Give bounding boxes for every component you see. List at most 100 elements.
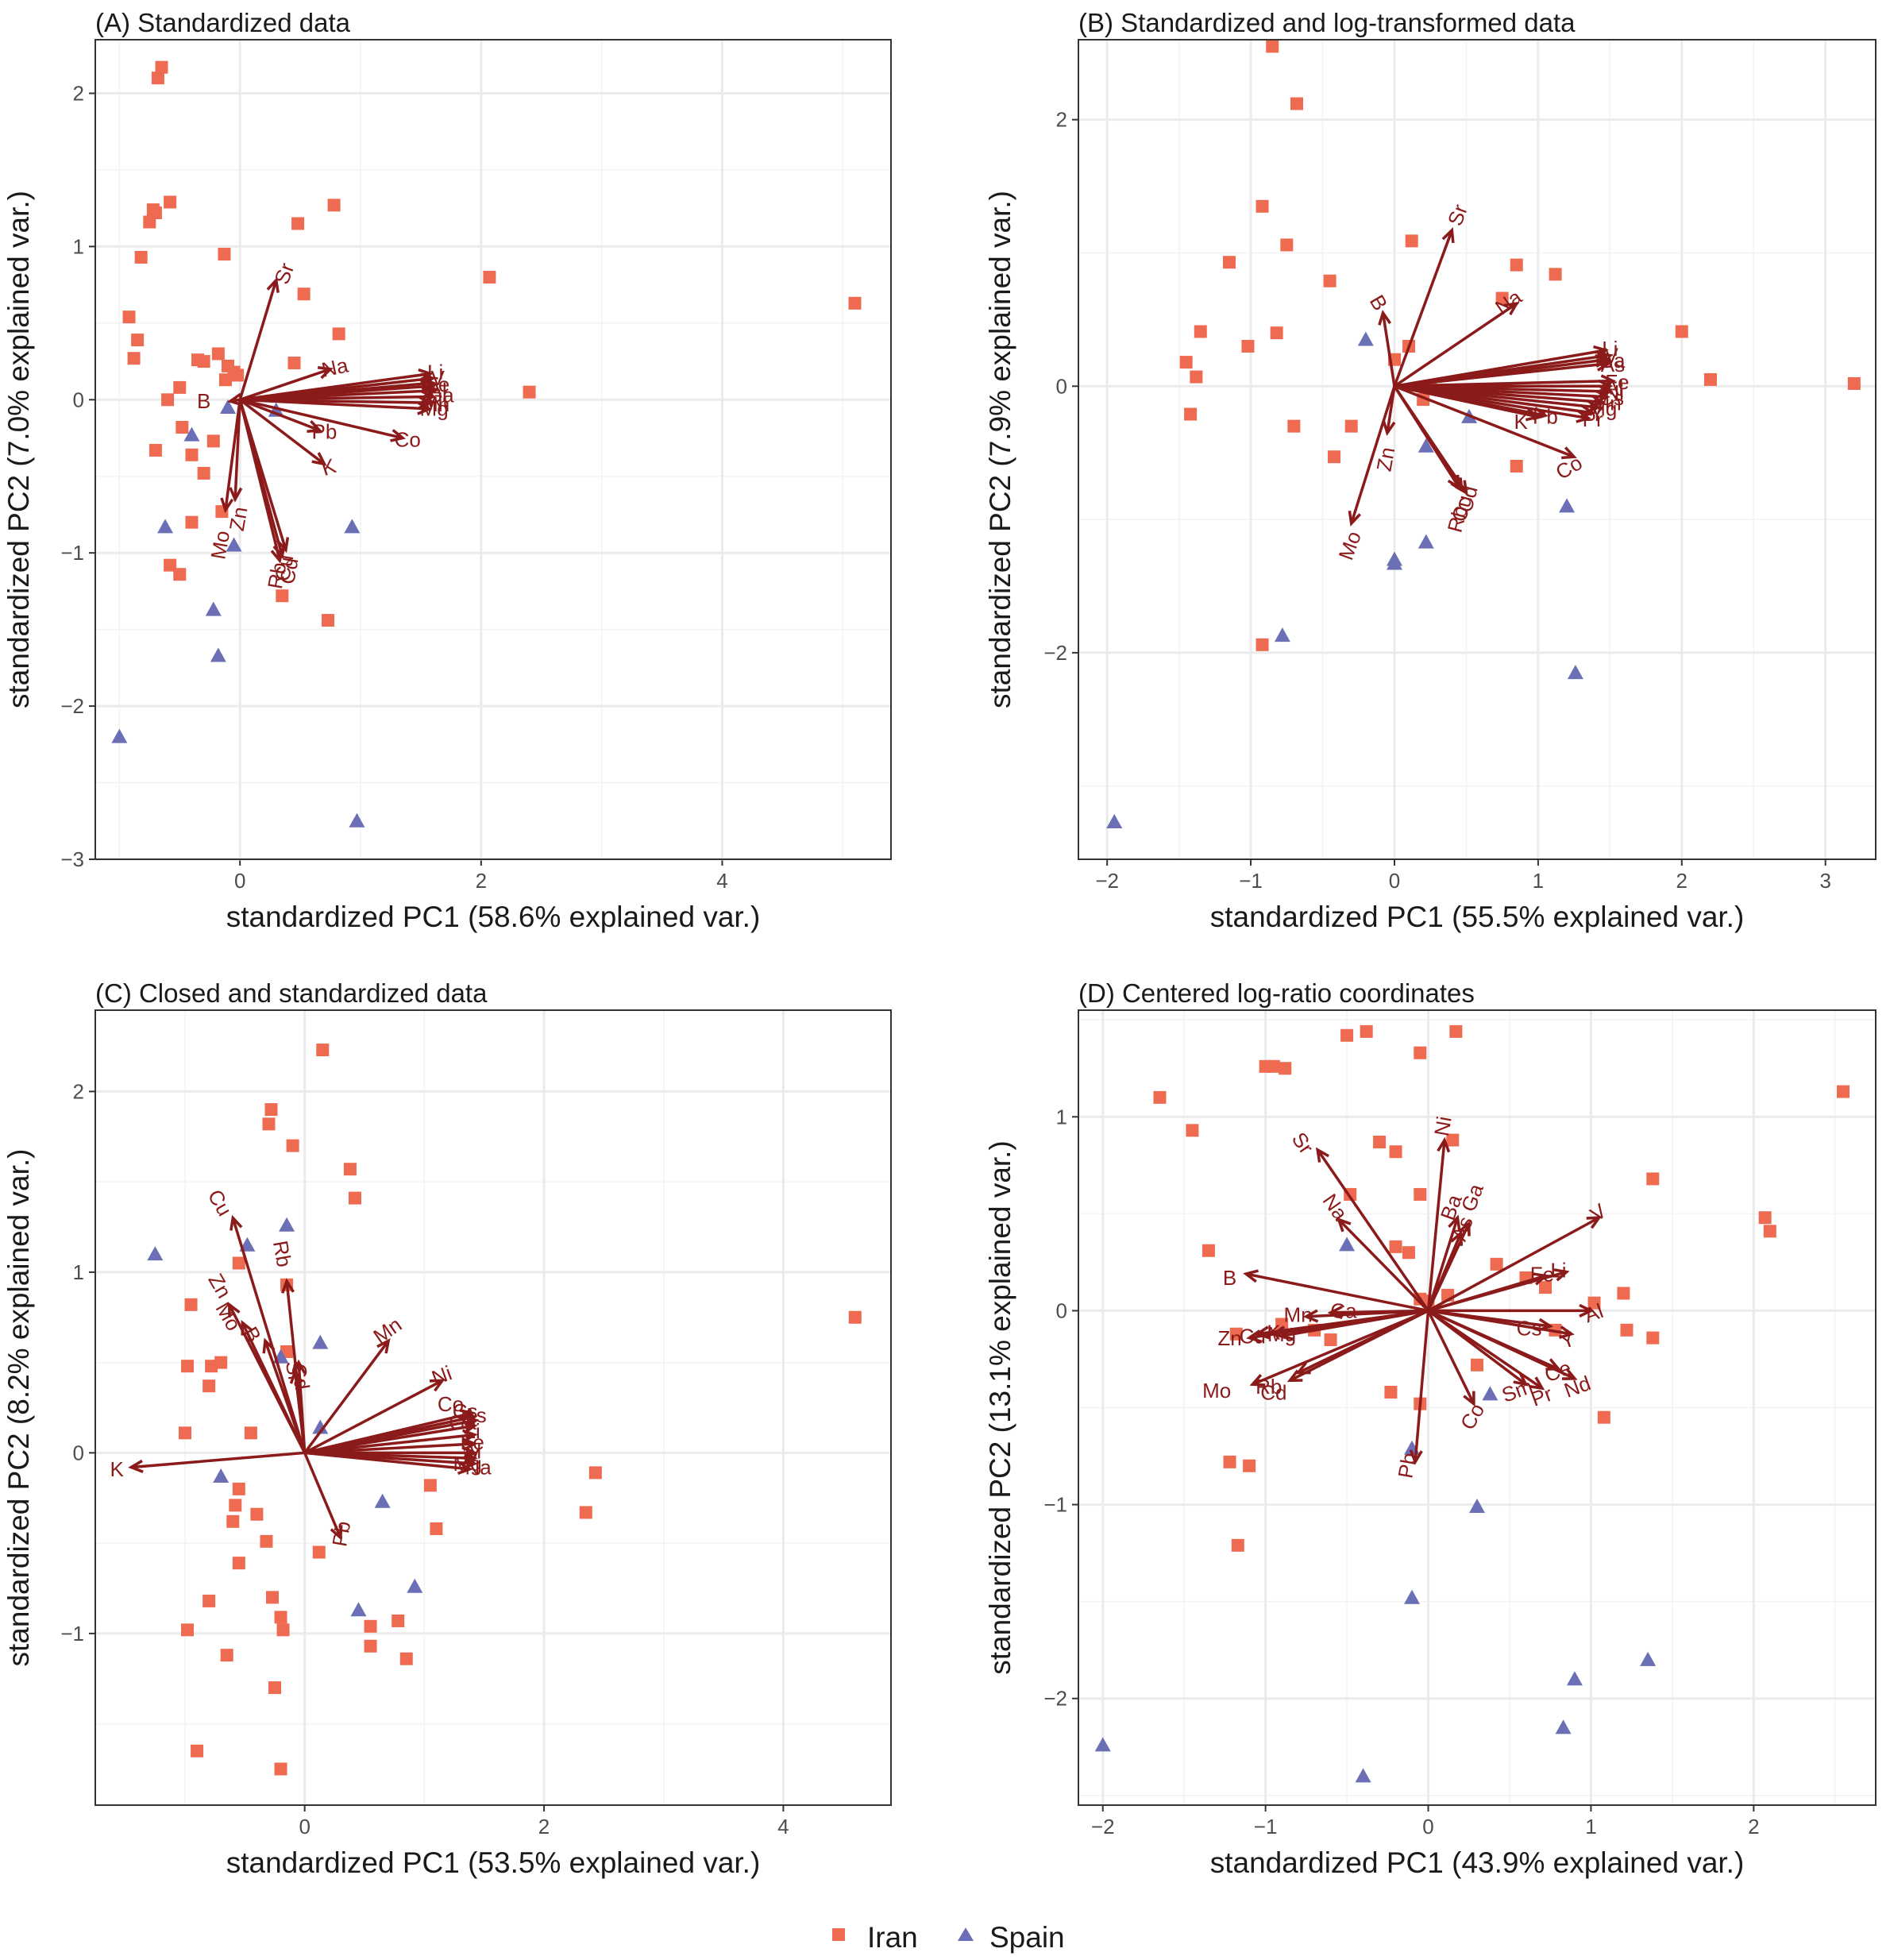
point-iran bbox=[1373, 1136, 1387, 1149]
panel-title: (D) Centered log-ratio coordinates bbox=[1078, 978, 1475, 1008]
arrow-head bbox=[1348, 511, 1361, 527]
plot-frame bbox=[94, 39, 892, 860]
loading-arrow-cd bbox=[1297, 1309, 1429, 1375]
point-iran bbox=[343, 1163, 357, 1176]
arrow-head bbox=[289, 1368, 303, 1384]
loading-arrow-pb bbox=[239, 398, 321, 432]
loading-arrow-co bbox=[1394, 384, 1575, 458]
loading-arrow-rb bbox=[238, 399, 287, 550]
loading-arrow-mo bbox=[1350, 385, 1396, 524]
point-iran bbox=[1510, 459, 1523, 473]
arrow-label-mn: Mn bbox=[1593, 392, 1622, 415]
point-iran bbox=[1153, 1090, 1167, 1104]
tick-label-x: −2 bbox=[1095, 869, 1119, 893]
arrow-head bbox=[1437, 1136, 1451, 1153]
arrow-head bbox=[262, 1337, 276, 1354]
arrow-head bbox=[1450, 1230, 1464, 1246]
point-spain bbox=[147, 1246, 164, 1261]
point-iran bbox=[1229, 1327, 1243, 1341]
loading-arrow-k bbox=[239, 398, 326, 465]
tick-label-x: 4 bbox=[716, 869, 727, 893]
arrow-label-b: B bbox=[1223, 1266, 1236, 1290]
arrow-head bbox=[457, 1461, 473, 1476]
arrow-label-al: Al bbox=[1581, 1298, 1606, 1327]
point-iran bbox=[1414, 1187, 1427, 1201]
point-iran bbox=[1646, 1331, 1660, 1345]
tick-label-x: 1 bbox=[1533, 869, 1544, 893]
point-iran bbox=[202, 1379, 216, 1393]
tick-label-x: −2 bbox=[1091, 1815, 1115, 1838]
arrow-label-cu: Cu bbox=[203, 1185, 237, 1220]
arrow-label-k: K bbox=[1514, 410, 1529, 434]
loading-arrow-sm bbox=[1427, 1310, 1527, 1386]
arrow-head bbox=[1545, 1358, 1562, 1371]
point-iran bbox=[232, 1482, 245, 1495]
legend-iran-label: Iran bbox=[867, 1921, 918, 1954]
arrow-label-pb: Pb bbox=[312, 420, 338, 444]
tick-label-y: 1 bbox=[73, 1260, 84, 1284]
arrow-head bbox=[1243, 1269, 1259, 1283]
point-iran bbox=[229, 1499, 242, 1512]
loading-arrow-mo bbox=[1252, 1309, 1429, 1386]
arrow-head bbox=[1448, 1214, 1461, 1231]
point-iran bbox=[297, 287, 310, 301]
arrow-label-na: Na bbox=[1491, 284, 1526, 319]
tick-label-x: 0 bbox=[1422, 1815, 1433, 1838]
x-axis-title: standardized PC1 (43.9% explained var.) bbox=[1210, 1846, 1745, 1879]
loading-arrow-sr bbox=[238, 280, 278, 400]
point-spain bbox=[1418, 438, 1434, 453]
arrow-head bbox=[1553, 1268, 1570, 1282]
point-iran bbox=[205, 1360, 218, 1373]
loading-arrow-k bbox=[1394, 384, 1539, 419]
point-iran bbox=[364, 1639, 377, 1653]
point-iran bbox=[312, 1545, 326, 1559]
arrow-head bbox=[281, 1278, 295, 1294]
loading-arrow-na bbox=[1337, 1218, 1429, 1312]
arrow-head bbox=[276, 537, 290, 554]
point-iran bbox=[1703, 372, 1717, 386]
arrow-head bbox=[220, 497, 234, 514]
tick-label-y: 0 bbox=[73, 1441, 84, 1464]
arrow-head bbox=[1579, 1303, 1595, 1318]
arrow-label-y: Y bbox=[1557, 1326, 1579, 1353]
arrow-head bbox=[1409, 1449, 1423, 1465]
point-iran bbox=[364, 1619, 377, 1633]
arrow-head bbox=[128, 1459, 144, 1473]
point-spain bbox=[220, 399, 236, 414]
legend: Iran Spain bbox=[832, 1921, 1065, 1954]
point-spain bbox=[1469, 1499, 1485, 1514]
point-iran bbox=[1405, 234, 1418, 248]
panel-d: −2−1012−2−101SrNiNaBaGaAsVBLiFeAlCsYCeNd… bbox=[984, 978, 1876, 1879]
tick-label-x: 4 bbox=[777, 1815, 789, 1838]
tick-label-x: 0 bbox=[299, 1815, 310, 1838]
point-spain bbox=[350, 1602, 367, 1617]
arrow-head bbox=[462, 1451, 478, 1465]
loading-arrow-sr bbox=[1316, 1148, 1429, 1312]
arrow-head bbox=[1595, 357, 1612, 372]
arrow-label-mn: Mn bbox=[421, 392, 449, 416]
point-iran bbox=[1324, 1333, 1337, 1347]
point-spain bbox=[1274, 627, 1290, 642]
arrow-head bbox=[229, 487, 243, 503]
point-iran bbox=[1471, 1358, 1483, 1372]
tick-label-x: 2 bbox=[538, 1815, 550, 1838]
point-spain bbox=[183, 426, 200, 442]
point-iran bbox=[1510, 258, 1523, 272]
loading-arrow-rb bbox=[1393, 385, 1460, 488]
point-iran bbox=[1389, 1240, 1402, 1253]
point-iran bbox=[1267, 1059, 1280, 1073]
point-spain bbox=[344, 519, 361, 534]
point-iran bbox=[322, 614, 335, 627]
arrow-head bbox=[1294, 1361, 1311, 1375]
panel-c: 0 2 4−1012CuRbZnMoBSrCdMnNiCoCsAsGaLiFeAlV… bbox=[2, 978, 892, 1879]
point-iran bbox=[1389, 1145, 1402, 1159]
point-iran bbox=[1837, 1085, 1850, 1098]
point-spain bbox=[1355, 1768, 1371, 1783]
arrow-label-rb: Rb bbox=[268, 1239, 296, 1269]
loading-arrow-nd bbox=[1427, 1309, 1576, 1380]
point-iran bbox=[155, 60, 168, 74]
loading-arrow-ni bbox=[1426, 1140, 1446, 1311]
tick-label-y: −1 bbox=[60, 541, 84, 565]
point-spain bbox=[374, 1493, 391, 1508]
loading-arrow-na bbox=[304, 1451, 470, 1471]
